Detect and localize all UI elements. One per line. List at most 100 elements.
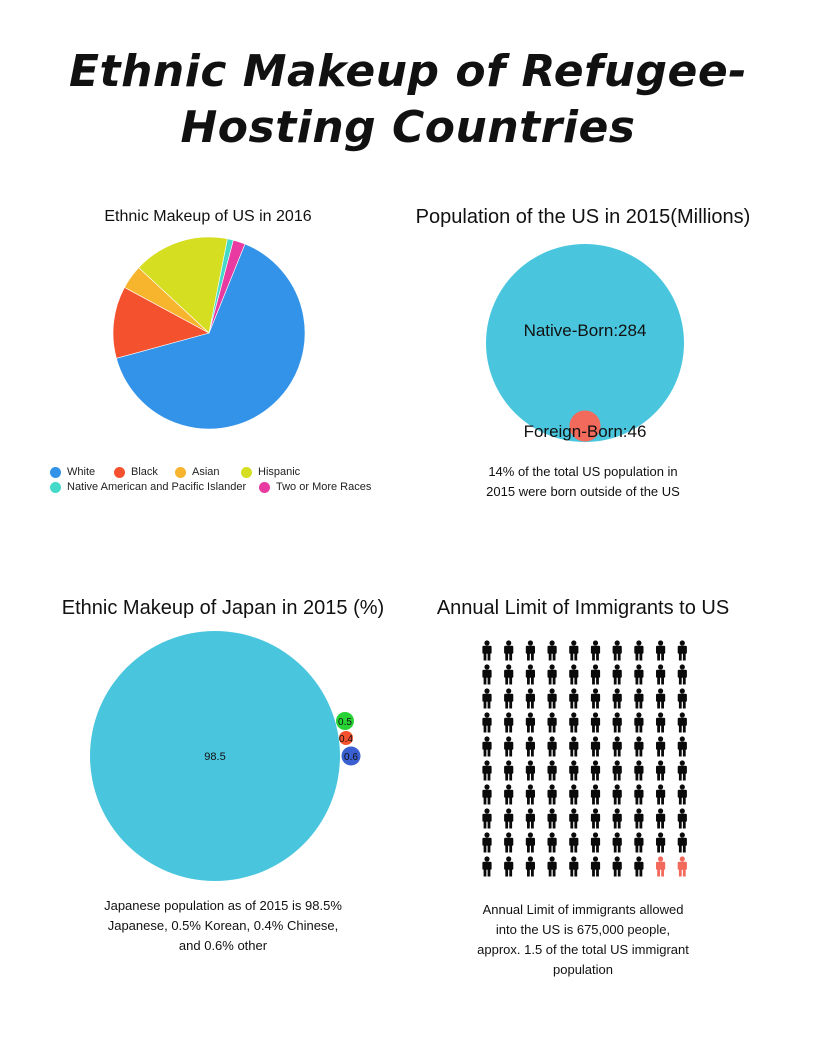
person-icon bbox=[504, 808, 514, 829]
pie-slice-black bbox=[112, 286, 210, 359]
legend-item-asian: Asian bbox=[175, 466, 220, 478]
pie-slice-two-or-more-races bbox=[208, 239, 246, 334]
person-icon bbox=[504, 712, 514, 733]
person-icon bbox=[525, 832, 535, 853]
person-icon bbox=[634, 856, 644, 877]
person-icon bbox=[504, 856, 514, 877]
person-icon bbox=[612, 664, 622, 685]
person-icon bbox=[504, 784, 514, 805]
person-icon bbox=[634, 664, 644, 685]
bubble-other-label: 0.6 bbox=[344, 752, 358, 763]
pie-slice-asian bbox=[124, 267, 210, 334]
immigrants-caption: Annual Limit of immigrants allowed into … bbox=[477, 902, 689, 977]
legend-swatch bbox=[50, 466, 61, 478]
person-icon bbox=[656, 736, 666, 757]
person-icon bbox=[656, 712, 666, 733]
person-icon bbox=[525, 808, 535, 829]
person-icon bbox=[482, 736, 492, 757]
person-icon bbox=[634, 736, 644, 757]
us-population-title: Population of the US in 2015(Millions) bbox=[415, 206, 751, 228]
person-icon bbox=[569, 664, 579, 685]
person-icon bbox=[482, 808, 492, 829]
person-icon bbox=[569, 760, 579, 781]
person-icon bbox=[612, 832, 622, 853]
pie-slice-native-american-and-pacific-islander bbox=[208, 238, 234, 334]
person-icon bbox=[569, 736, 579, 757]
person-icon bbox=[634, 712, 644, 733]
person-icon bbox=[569, 832, 579, 853]
legend-item-black: Black bbox=[114, 466, 158, 478]
person-icon bbox=[547, 640, 557, 661]
person-icon bbox=[547, 832, 557, 853]
person-icon bbox=[612, 712, 622, 733]
legend-item-native-american-and-pacific-islander: Native American and Pacific Islander bbox=[50, 481, 246, 493]
japan-title: Ethnic Makeup of Japan in 2015 (%) bbox=[61, 597, 385, 619]
person-icon bbox=[590, 688, 601, 709]
japan-caption: Japanese population as of 2015 is 98.5% … bbox=[104, 898, 342, 953]
bubble-japanese-label: 98.5 bbox=[204, 751, 225, 763]
person-icon bbox=[634, 688, 644, 709]
person-icon bbox=[547, 784, 557, 805]
person-icon bbox=[656, 640, 666, 661]
person-icon bbox=[569, 808, 579, 829]
legend-swatch bbox=[50, 481, 61, 493]
person-icon bbox=[569, 712, 579, 733]
person-icon bbox=[482, 712, 492, 733]
legend-label: Black bbox=[131, 466, 158, 478]
person-icon bbox=[504, 688, 514, 709]
person-icon bbox=[590, 712, 601, 733]
person-icon bbox=[634, 832, 644, 853]
person-icon bbox=[634, 640, 644, 661]
person-icon bbox=[612, 784, 622, 805]
person-icon bbox=[612, 808, 622, 829]
bubble-chinese bbox=[339, 731, 353, 745]
bubble-other bbox=[341, 746, 361, 766]
pie-slice-white bbox=[116, 243, 306, 430]
person-icon bbox=[656, 832, 666, 853]
person-icon bbox=[525, 784, 535, 805]
person-icon bbox=[590, 664, 601, 685]
person-icon bbox=[525, 712, 535, 733]
person-icon bbox=[612, 688, 622, 709]
person-icon bbox=[482, 664, 492, 685]
bubble-korean-label: 0.5 bbox=[338, 717, 352, 728]
person-icon bbox=[677, 640, 687, 661]
label-foreign-born: Foreign-Born:46 bbox=[524, 422, 647, 441]
person-icon bbox=[525, 736, 535, 757]
legend-swatch bbox=[175, 466, 186, 478]
person-icon bbox=[547, 712, 557, 733]
bubble-chinese-label: 0.4 bbox=[339, 734, 353, 745]
person-icon-highlighted bbox=[656, 856, 666, 877]
legend-swatch bbox=[241, 466, 252, 478]
person-icon bbox=[569, 856, 579, 877]
person-icon bbox=[525, 760, 535, 781]
person-icon bbox=[677, 760, 687, 781]
person-icon bbox=[590, 832, 601, 853]
person-icon bbox=[504, 736, 514, 757]
person-icon bbox=[547, 856, 557, 877]
person-icon bbox=[656, 784, 666, 805]
page-title-line-1: Ethnic Makeup of Refugee- bbox=[69, 46, 747, 97]
person-icon bbox=[547, 688, 557, 709]
bubble-native-born bbox=[486, 244, 684, 442]
label-native-born: Native-Born:284 bbox=[524, 321, 647, 340]
person-icon bbox=[547, 664, 557, 685]
person-icon bbox=[590, 784, 601, 805]
person-icon bbox=[525, 640, 535, 661]
legend-label: Two or More Races bbox=[276, 481, 372, 493]
person-icon bbox=[612, 736, 622, 757]
person-icon bbox=[547, 736, 557, 757]
person-icon bbox=[525, 856, 535, 877]
person-icon bbox=[482, 856, 492, 877]
us-population-caption: 14% of the total US population in 2015 w… bbox=[486, 464, 680, 499]
page-title: Ethnic Makeup of Refugee- Hosting Countr… bbox=[0, 44, 816, 156]
person-icon bbox=[482, 760, 492, 781]
legend-item-white: White bbox=[50, 466, 95, 478]
legend-item-two-or-more-races: Two or More Races bbox=[259, 481, 371, 493]
person-icon bbox=[504, 760, 514, 781]
person-icon bbox=[612, 856, 622, 877]
person-icon bbox=[482, 640, 492, 661]
pie-slice-hispanic bbox=[138, 236, 228, 334]
person-icon bbox=[504, 664, 514, 685]
person-icon bbox=[656, 688, 666, 709]
